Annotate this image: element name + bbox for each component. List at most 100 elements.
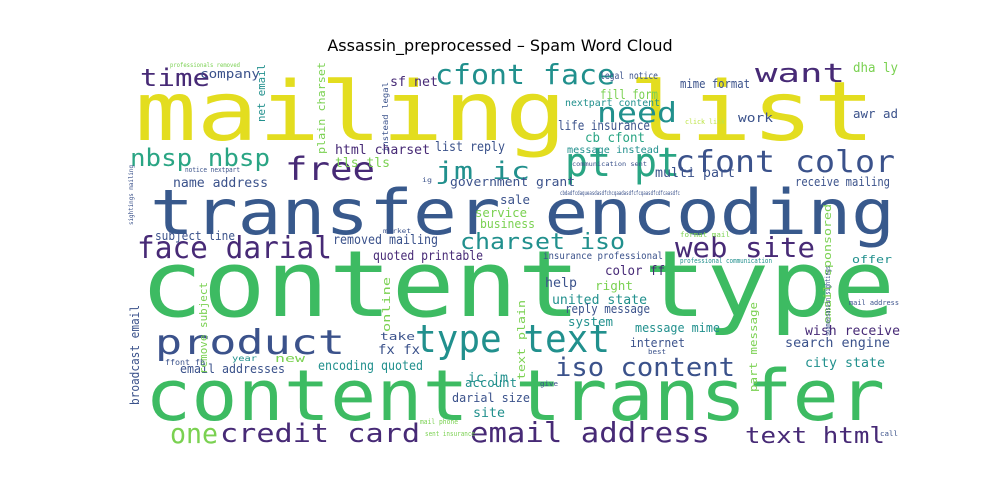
cloud-word: click link xyxy=(685,118,726,126)
cloud-word: search engine xyxy=(785,336,890,351)
cloud-word: product xyxy=(155,323,345,363)
cloud-word: site xyxy=(473,406,505,421)
cloud-word: credit card xyxy=(220,419,420,449)
cloud-word: ig xyxy=(422,177,433,184)
cloud-word: broadcast email xyxy=(128,305,142,405)
cloud-word: right xyxy=(595,279,633,293)
cloud-word: content transfer xyxy=(145,355,885,437)
cloud-word: cfont face xyxy=(435,62,615,91)
cloud-word: year xyxy=(232,354,257,363)
word-cloud-title: Assassin_preprocessed – Spam Word Cloud xyxy=(327,36,673,55)
cloud-word: want xyxy=(755,62,845,89)
cloud-word: awr ad xyxy=(853,107,898,121)
cloud-word: company xyxy=(200,67,260,81)
cloud-word: name address xyxy=(173,176,268,191)
cloud-word: message instead xyxy=(567,145,659,156)
cloud-word: color ff xyxy=(605,264,665,279)
cloud-word: text plain xyxy=(515,300,528,380)
cloud-word: offer xyxy=(852,253,892,266)
cloud-word: subject line xyxy=(155,229,235,243)
cloud-word: net email xyxy=(255,64,268,122)
cloud-word: email addresses xyxy=(180,362,285,376)
cloud-word: fill form xyxy=(600,88,658,103)
cloud-word: account xyxy=(465,376,517,390)
cloud-word: sightings mailing xyxy=(128,165,135,225)
cloud-word: encoding quoted xyxy=(318,359,423,374)
cloud-word: transfer encoding xyxy=(150,176,895,249)
cloud-word: receive mailing xyxy=(795,175,890,189)
cloud-word: content type xyxy=(140,231,895,338)
cloud-word: system xyxy=(568,315,613,329)
cloud-word: jm ic xyxy=(435,157,530,185)
cloud-word: cb cfont xyxy=(585,131,645,146)
cloud-word: time xyxy=(140,64,210,92)
cloud-word: nextpart content xyxy=(565,98,660,109)
cloud-word: quoted printable xyxy=(373,249,483,264)
cloud-word: ffont fb xyxy=(165,358,205,367)
cloud-word: sale xyxy=(500,193,530,207)
cloud-word: free xyxy=(285,150,375,188)
cloud-word: work xyxy=(738,111,774,125)
cloud-word: sent insurance xyxy=(425,430,475,438)
cloud-word: internet xyxy=(630,336,685,350)
cloud-word: wish receive xyxy=(805,324,900,339)
cloud-word: best xyxy=(648,348,666,356)
cloud-word: mail phone xyxy=(420,418,458,426)
cloud-word: dha ly xyxy=(853,62,898,76)
cloud-word: reply message xyxy=(565,302,650,316)
cloud-word: spamassassin sightings xyxy=(824,266,832,336)
cloud-word: take xyxy=(380,330,415,343)
cloud-word: text html xyxy=(745,424,885,449)
cloud-word: cbdadfcdaqueasdasdfchcqaadasdfcfcqaasdfc… xyxy=(560,190,680,197)
cloud-word: communication sent xyxy=(572,161,647,168)
cloud-word: pt pt xyxy=(565,140,680,186)
cloud-word: message mime xyxy=(635,321,720,335)
cloud-word: format mail xyxy=(680,231,730,239)
cloud-word: call xyxy=(880,430,898,438)
cloud-word: united state xyxy=(552,293,647,308)
cloud-word: professional communication xyxy=(680,257,772,265)
cloud-word: type text xyxy=(415,317,610,361)
cloud-word: market xyxy=(383,228,411,235)
cloud-word: legal notice xyxy=(600,71,658,82)
cloud-word: new xyxy=(275,352,306,365)
cloud-word: one xyxy=(170,417,218,450)
cloud-word: web site xyxy=(675,231,815,264)
cloud-word: darial size xyxy=(452,391,530,405)
cloud-word: ic jm xyxy=(468,371,508,386)
word-cloud: mailing list transfer encoding content typ… xyxy=(125,62,900,450)
cloud-word: help xyxy=(545,276,577,291)
cloud-word: insurance professional xyxy=(543,251,663,262)
cloud-word: removed mailing xyxy=(333,233,438,248)
cloud-word: instead legal xyxy=(381,82,390,152)
cloud-word: notice nextpart xyxy=(185,166,240,174)
cloud-word: city state xyxy=(805,356,885,371)
cloud-word: plain charset xyxy=(315,62,328,154)
cloud-word: government grant xyxy=(450,175,575,189)
cloud-word: iso content xyxy=(555,353,735,383)
cloud-word: professionals removed xyxy=(170,62,240,69)
cloud-word: charset iso xyxy=(460,230,625,255)
cloud-word: remove subject xyxy=(197,282,210,374)
cloud-word: mail address xyxy=(849,299,899,307)
cloud-word: multi part xyxy=(655,166,735,181)
cloud-word: fx fx xyxy=(378,343,420,358)
cloud-word: life insurance xyxy=(558,119,650,134)
cloud-word: business xyxy=(480,217,535,231)
cloud-word: email address xyxy=(470,416,710,449)
cloud-word: nbsp nbsp xyxy=(130,144,270,172)
cloud-word: list reply xyxy=(435,140,505,155)
cloud-word: online xyxy=(380,277,393,332)
cloud-word: email sponsored xyxy=(821,204,834,324)
cloud-word: need xyxy=(597,96,677,129)
cloud-word: sf net xyxy=(390,75,438,90)
cloud-word: service xyxy=(475,206,527,220)
cloud-word: mime format xyxy=(680,77,750,91)
cloud-word: tls tls xyxy=(335,156,390,171)
cloud-word: mailing list xyxy=(135,65,875,160)
cloud-word: cfont color xyxy=(675,145,895,180)
cloud-word: face darial xyxy=(137,231,332,266)
cloud-word: html charset xyxy=(335,143,430,158)
cloud-word: give xyxy=(540,380,558,388)
